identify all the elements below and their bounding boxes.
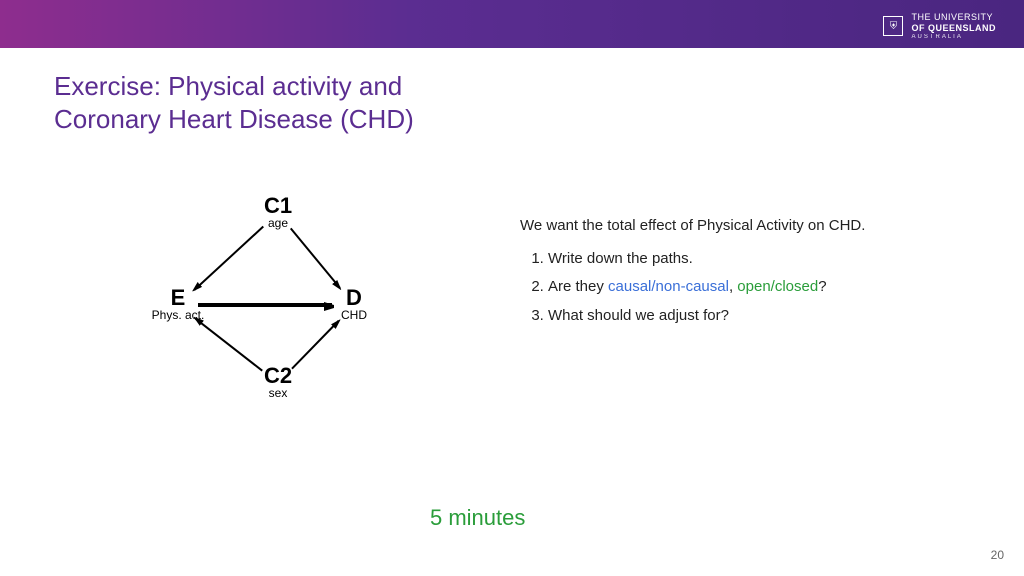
intro-text: We want the total effect of Physical Act…: [520, 215, 960, 238]
uni-line2: OF QUEENSLAND: [911, 23, 996, 34]
edge-C2-D: [292, 321, 339, 369]
causal-span: causal/non-causal: [608, 278, 729, 295]
node-C2: C2: [264, 363, 292, 388]
node-sub-D: CHD: [341, 308, 367, 322]
node-D: D: [346, 285, 362, 310]
exercise-description: We want the total effect of Physical Act…: [520, 215, 960, 333]
crest-icon: ⛨: [883, 16, 903, 36]
node-sub-C2: sex: [269, 386, 288, 400]
node-C1: C1: [264, 193, 292, 218]
university-logo: ⛨ THE UNIVERSITY OF QUEENSLAND AUSTRALIA: [883, 12, 996, 41]
dag-diagram: C1age EPhys. act. DCHD C2sex: [130, 185, 390, 405]
node-sub-E: Phys. act.: [152, 308, 205, 322]
question-3: What should we adjust for?: [548, 305, 960, 328]
question-1: Write down the paths.: [548, 248, 960, 271]
edge-C2-E: [195, 319, 262, 371]
node-E: E: [171, 285, 186, 310]
edge-C1-D: [291, 228, 340, 288]
edge-C1-E: [194, 227, 263, 291]
timer-text: 5 minutes: [430, 505, 525, 531]
node-sub-C1: age: [268, 216, 288, 230]
page-number: 20: [991, 548, 1004, 562]
header-band: ⛨ THE UNIVERSITY OF QUEENSLAND AUSTRALIA: [0, 0, 1024, 48]
uni-line1: THE UNIVERSITY: [911, 12, 996, 23]
question-2: Are they causal/non-causal, open/closed?: [548, 276, 960, 299]
open-span: open/closed: [737, 278, 818, 295]
page-title: Exercise: Physical activity andCoronary …: [54, 70, 414, 135]
uni-line3: AUSTRALIA: [911, 34, 996, 41]
